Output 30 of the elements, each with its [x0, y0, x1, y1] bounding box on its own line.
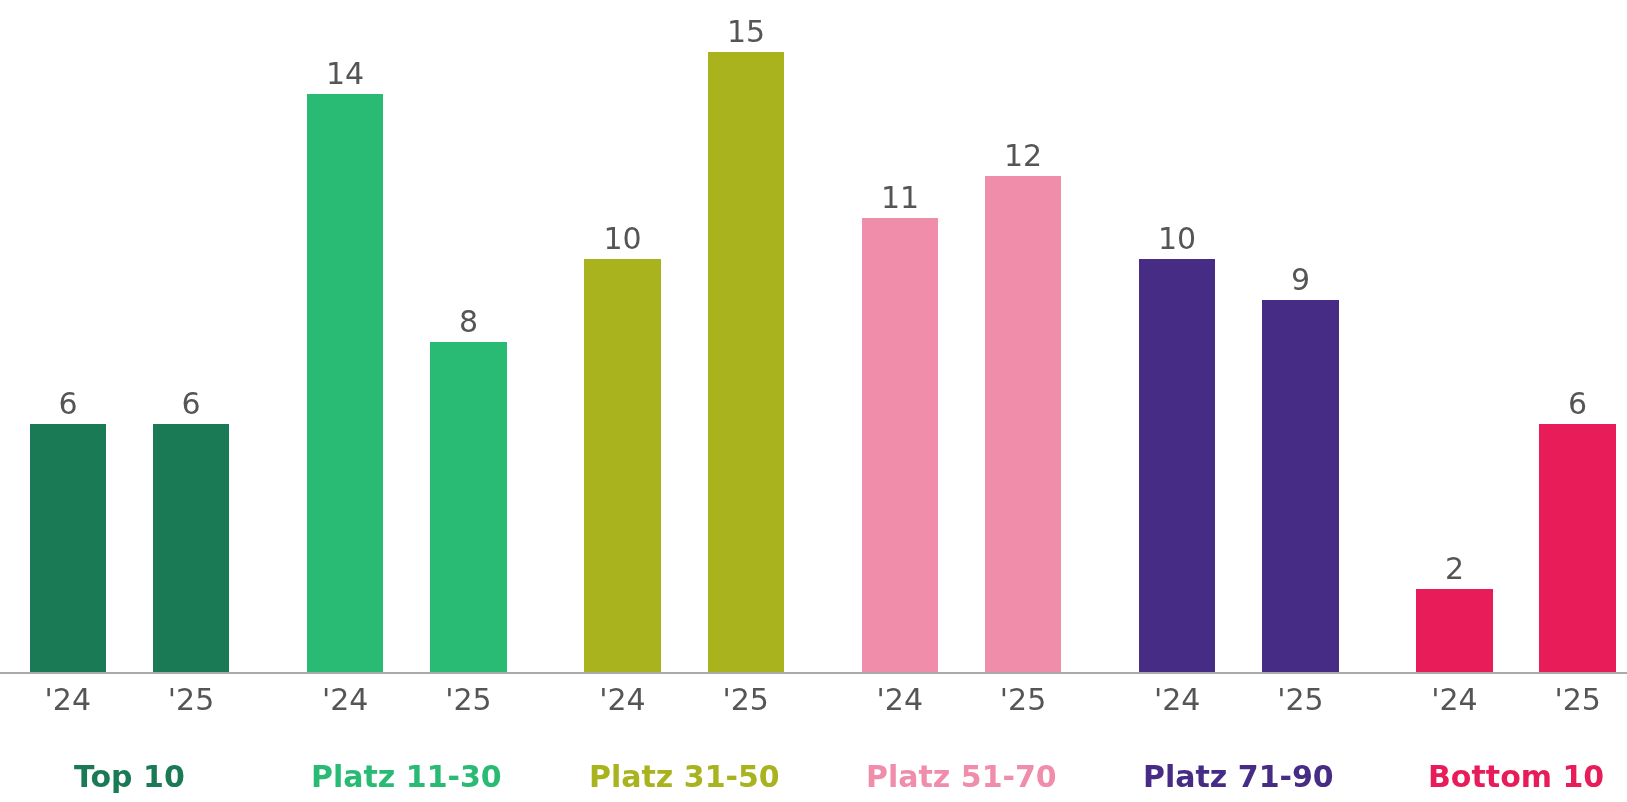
x-tick-label: '25 [1277, 682, 1324, 717]
text: Platz 11-30 [311, 759, 502, 794]
text: Bottom 10 [1428, 759, 1605, 794]
x-tick-label: '24 [599, 682, 646, 717]
x-tick-label: '25 [1554, 682, 1601, 717]
text: Platz 51-70 [866, 759, 1057, 794]
data-label: 12 [1003, 138, 1043, 173]
data-label: 10 [1157, 221, 1197, 256]
x-tick-label: '24 [1153, 682, 1201, 717]
data-label: 14 [325, 56, 365, 91]
x-tick-label: '25 [722, 682, 769, 717]
x-tick-label: '25 [167, 682, 215, 717]
data-label: 6 [1567, 386, 1588, 421]
text: Platz 71-90 [1143, 759, 1334, 794]
x-tick-label: '24 [321, 682, 369, 717]
data-label: 8 [458, 304, 479, 339]
text: Top 10 [74, 759, 185, 794]
data-label: 11 [880, 180, 920, 215]
data-label: 6 [58, 386, 78, 421]
x-tick-label: '25 [999, 682, 1047, 717]
data-label: 9 [1290, 262, 1311, 297]
data-label: 6 [181, 386, 201, 421]
x-tick-label: '24 [1431, 682, 1478, 717]
x-tick-label: '24 [876, 682, 923, 717]
data-label: 15 [726, 14, 766, 49]
data-label: 10 [603, 221, 642, 256]
data-label: 2 [1444, 551, 1465, 586]
x-tick-label: '24 [44, 682, 91, 717]
x-tick-label: '25 [445, 682, 492, 717]
text: Platz 31-50 [589, 759, 780, 794]
